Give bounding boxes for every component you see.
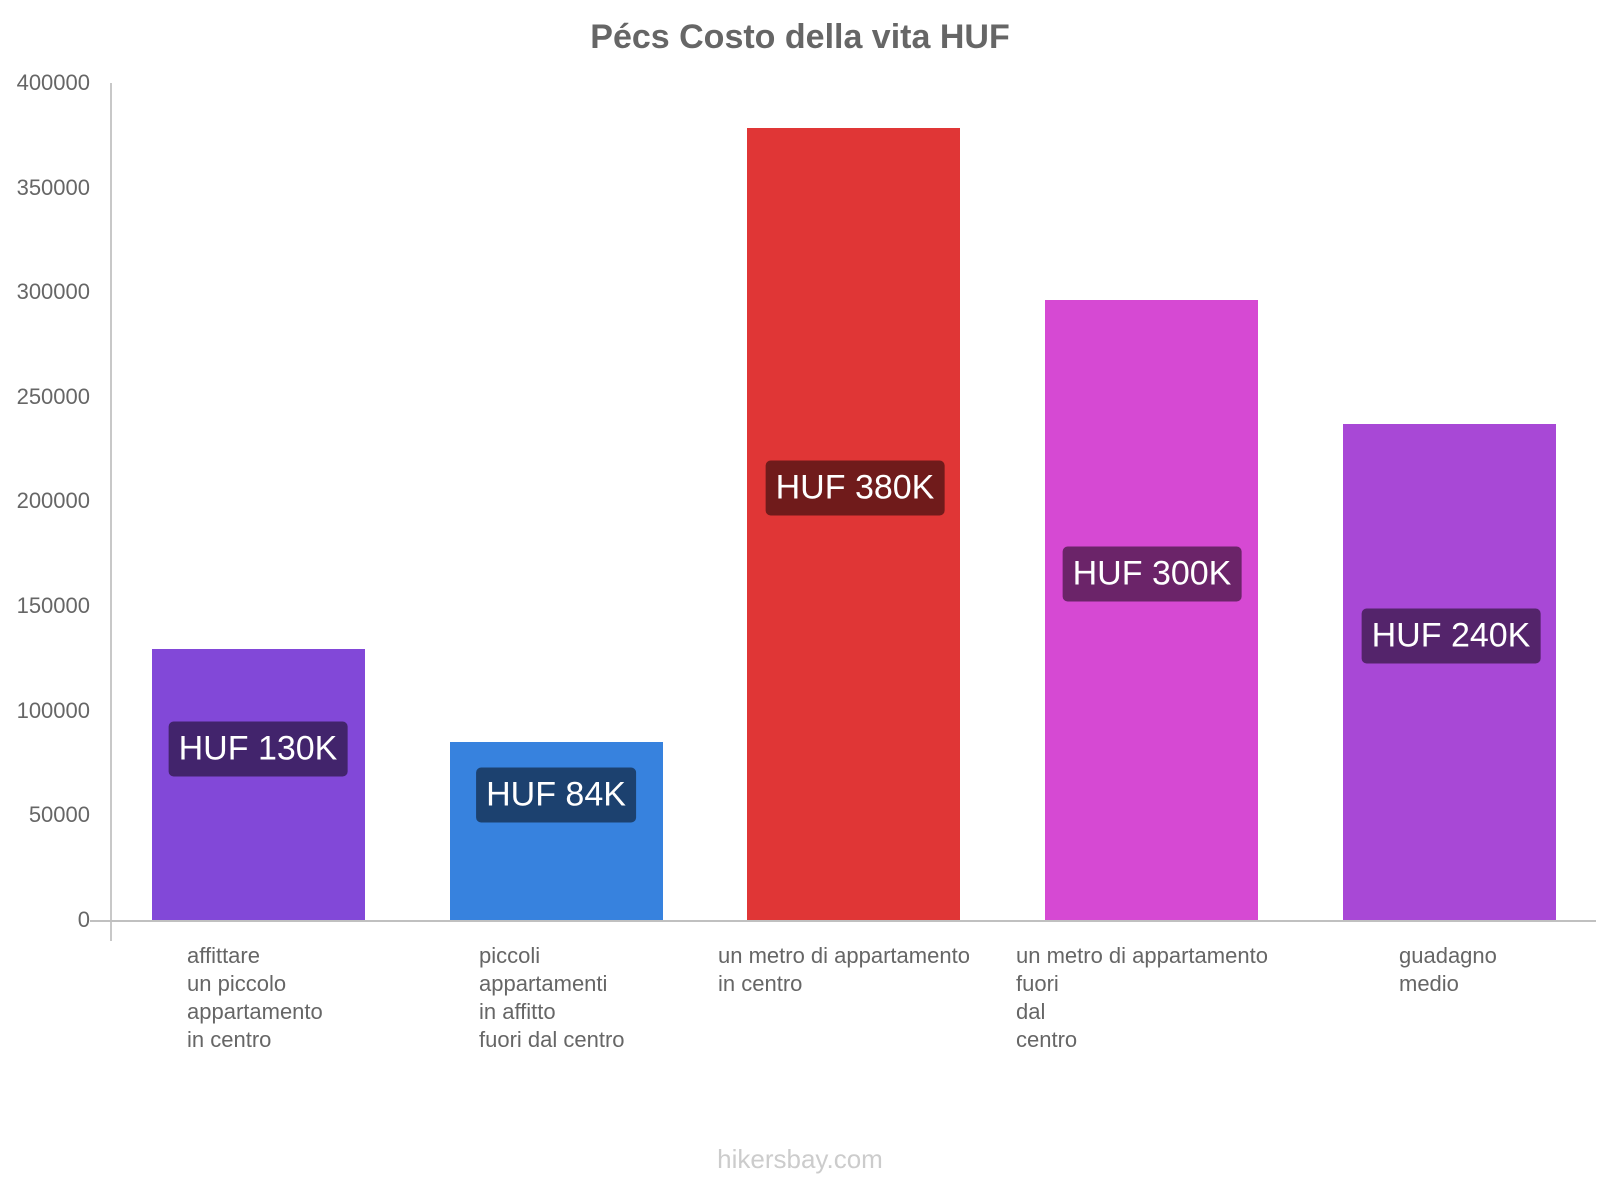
x-category-label: un metro di appartamento fuori dal centr… <box>1016 943 1268 1052</box>
x-category-label: affittare un piccolo appartamento in cen… <box>187 943 323 1052</box>
y-tick-label: 400000 <box>16 70 90 95</box>
footer-watermark: hikersbay.com <box>717 1144 883 1174</box>
value-label: HUF 130K <box>168 721 348 777</box>
x-category-label: guadagno medio <box>1399 943 1497 996</box>
y-axis-line <box>110 83 112 941</box>
x-category-label: un metro di appartamento in centro <box>718 943 970 996</box>
y-tick-label: 0 <box>77 907 90 932</box>
chart-title: Pécs Costo della vita HUF <box>590 18 1010 56</box>
y-tick-label: 350000 <box>16 175 90 200</box>
y-tick-label: 100000 <box>16 698 90 723</box>
x-axis-line <box>90 920 1596 922</box>
bar-average-salary <box>1343 424 1556 920</box>
y-tick-label: 50000 <box>28 802 90 827</box>
y-tick-label: 300000 <box>16 279 90 304</box>
value-label: HUF 300K <box>1062 546 1242 602</box>
y-tick-label: 250000 <box>16 384 90 409</box>
y-tick-label: 200000 <box>16 488 90 513</box>
value-label: HUF 84K <box>476 767 636 823</box>
value-label: HUF 380K <box>765 460 945 516</box>
bar-sqm-outside <box>1045 300 1258 920</box>
bar-rent-1br-center <box>152 649 365 920</box>
y-tick-label: 150000 <box>16 593 90 618</box>
x-category-label: piccoli appartamenti in affitto fuori da… <box>479 943 625 1052</box>
bar-sqm-center <box>747 128 960 920</box>
value-label: HUF 240K <box>1361 608 1541 664</box>
